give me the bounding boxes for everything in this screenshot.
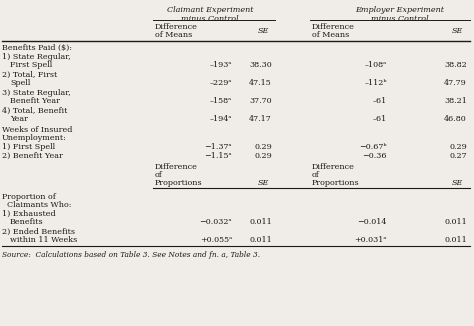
Text: 47.15: 47.15 bbox=[249, 79, 272, 87]
Text: 46.80: 46.80 bbox=[444, 115, 467, 123]
Text: of: of bbox=[155, 171, 163, 179]
Text: 2) Ended Benefits: 2) Ended Benefits bbox=[2, 228, 75, 236]
Text: Difference: Difference bbox=[312, 163, 355, 171]
Text: Claimant Experiment: Claimant Experiment bbox=[167, 6, 253, 14]
Text: of Means: of Means bbox=[155, 31, 192, 39]
Text: 3) State Regular,: 3) State Regular, bbox=[2, 89, 71, 97]
Text: Benefits: Benefits bbox=[10, 218, 44, 226]
Text: Proportions: Proportions bbox=[155, 179, 202, 187]
Text: Benefit Year: Benefit Year bbox=[10, 97, 60, 105]
Text: −0.36: −0.36 bbox=[363, 152, 387, 160]
Text: SE: SE bbox=[257, 27, 269, 35]
Text: Difference: Difference bbox=[312, 23, 355, 31]
Text: Source:  Calculations based on Table 3. See Notes and fn. a, Table 3.: Source: Calculations based on Table 3. S… bbox=[2, 251, 260, 259]
Text: 0.011: 0.011 bbox=[249, 236, 272, 244]
Text: Weeks of Insured: Weeks of Insured bbox=[2, 126, 73, 134]
Text: SE: SE bbox=[257, 179, 269, 187]
Text: +0.055ᵃ: +0.055ᵃ bbox=[200, 236, 232, 244]
Text: First Spell: First Spell bbox=[10, 61, 52, 69]
Text: 0.29: 0.29 bbox=[449, 143, 467, 151]
Text: Benefits Paid ($):: Benefits Paid ($): bbox=[2, 44, 72, 52]
Text: 0.29: 0.29 bbox=[254, 152, 272, 160]
Text: –61: –61 bbox=[373, 97, 387, 105]
Text: Difference: Difference bbox=[155, 23, 198, 31]
Text: 0.011: 0.011 bbox=[249, 218, 272, 226]
Text: –194ᵃ: –194ᵃ bbox=[210, 115, 232, 123]
Text: Unemployment:: Unemployment: bbox=[2, 134, 67, 142]
Text: 0.27: 0.27 bbox=[449, 152, 467, 160]
Text: 0.29: 0.29 bbox=[254, 143, 272, 151]
Text: 4) Total, Benefit: 4) Total, Benefit bbox=[2, 107, 67, 115]
Text: –193ᵃ: –193ᵃ bbox=[210, 61, 232, 69]
Text: 2) Benefit Year: 2) Benefit Year bbox=[2, 152, 63, 160]
Text: 2) Total, First: 2) Total, First bbox=[2, 71, 57, 79]
Text: −0.014: −0.014 bbox=[357, 218, 387, 226]
Text: Claimants Who:: Claimants Who: bbox=[2, 201, 72, 209]
Text: –229ᵃ: –229ᵃ bbox=[210, 79, 232, 87]
Text: 38.21: 38.21 bbox=[444, 97, 467, 105]
Text: 1) Exhausted: 1) Exhausted bbox=[2, 210, 55, 218]
Text: of Means: of Means bbox=[312, 31, 349, 39]
Text: 1) State Regular,: 1) State Regular, bbox=[2, 53, 71, 61]
Text: −0.67ᵇ: −0.67ᵇ bbox=[359, 143, 387, 151]
Text: Year: Year bbox=[10, 115, 28, 123]
Text: Proportion of: Proportion of bbox=[2, 193, 56, 201]
Text: of: of bbox=[312, 171, 320, 179]
Text: SE: SE bbox=[451, 179, 463, 187]
Text: –61: –61 bbox=[373, 115, 387, 123]
Text: 38.82: 38.82 bbox=[444, 61, 467, 69]
Text: –112ᵇ: –112ᵇ bbox=[365, 79, 387, 87]
Text: 47.79: 47.79 bbox=[444, 79, 467, 87]
Text: +0.031ᵃ: +0.031ᵃ bbox=[355, 236, 387, 244]
Text: 0.011: 0.011 bbox=[444, 218, 467, 226]
Text: Spell: Spell bbox=[10, 79, 30, 87]
Text: −1.37ᵃ: −1.37ᵃ bbox=[204, 143, 232, 151]
Text: 47.17: 47.17 bbox=[249, 115, 272, 123]
Text: SE: SE bbox=[451, 27, 463, 35]
Text: −1.15ᵃ: −1.15ᵃ bbox=[204, 152, 232, 160]
Text: minus Control: minus Control bbox=[371, 15, 429, 23]
Text: minus Control: minus Control bbox=[181, 15, 239, 23]
Text: 37.70: 37.70 bbox=[249, 97, 272, 105]
Text: within 11 Weeks: within 11 Weeks bbox=[10, 236, 77, 244]
Text: 38.30: 38.30 bbox=[249, 61, 272, 69]
Text: 1) First Spell: 1) First Spell bbox=[2, 143, 55, 151]
Text: –158ᵃ: –158ᵃ bbox=[210, 97, 232, 105]
Text: Proportions: Proportions bbox=[312, 179, 360, 187]
Text: −0.032ᵃ: −0.032ᵃ bbox=[200, 218, 232, 226]
Text: –108ᵃ: –108ᵃ bbox=[365, 61, 387, 69]
Text: Difference: Difference bbox=[155, 163, 198, 171]
Text: 0.011: 0.011 bbox=[444, 236, 467, 244]
Text: Employer Experiment: Employer Experiment bbox=[356, 6, 445, 14]
